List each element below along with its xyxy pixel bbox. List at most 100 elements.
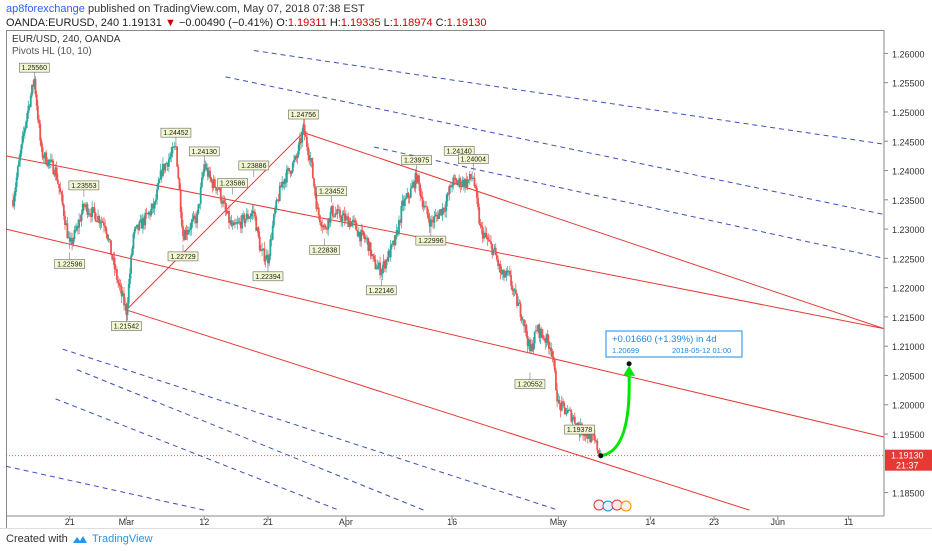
candle-down <box>304 135 307 137</box>
candle-up <box>316 207 319 210</box>
candle-down <box>509 271 511 276</box>
candle-down <box>340 217 343 222</box>
candle-down <box>224 202 227 210</box>
candle-down <box>547 341 550 349</box>
change-value: −0.00490 (−0.41%) <box>178 17 274 29</box>
close-value: 1.19130 <box>446 17 487 29</box>
candle-up <box>130 255 132 274</box>
candle-down <box>277 199 280 201</box>
candle-up <box>566 409 569 413</box>
candle-up <box>539 328 542 338</box>
candle-down <box>93 207 96 214</box>
tradingview-link[interactable]: TradingView <box>92 533 153 545</box>
candle-up <box>244 219 247 224</box>
candle-down <box>206 167 209 177</box>
candle-down <box>333 216 335 218</box>
pivot-label-text: 1.25560 <box>22 65 47 72</box>
candle-up <box>156 189 158 200</box>
candle-up <box>73 229 76 240</box>
candle-down <box>593 435 596 441</box>
candle-down <box>359 231 361 242</box>
pivot-label-box <box>415 235 447 246</box>
candle-up <box>169 156 171 160</box>
event-flags[interactable] <box>593 499 632 512</box>
candle-down <box>582 434 584 436</box>
candle-down <box>388 251 391 258</box>
candle-down <box>320 222 322 227</box>
candle-down <box>57 179 59 184</box>
candle-down <box>559 403 562 411</box>
candle-up <box>237 221 240 223</box>
candle-up <box>131 248 134 256</box>
price-tick-label: 1.20000 <box>892 401 925 411</box>
indicator-legend[interactable]: Pivots HL (10, 10) <box>12 46 92 57</box>
pivot-label-text: 1.24756 <box>291 112 316 119</box>
price-tick-label: 1.24000 <box>892 167 925 177</box>
candle-up <box>189 229 191 231</box>
candle-up <box>395 230 398 235</box>
candle-up <box>492 249 495 255</box>
candle-down <box>175 146 177 147</box>
candle-up <box>412 182 415 186</box>
channel-red-line <box>126 132 304 311</box>
price-tick-label: 1.26000 <box>892 49 925 59</box>
candle-up <box>370 254 373 257</box>
candle-down <box>546 334 549 342</box>
forecast-box[interactable] <box>605 330 743 358</box>
candle-down <box>307 146 310 156</box>
candle-up <box>467 179 470 181</box>
candle-up <box>352 219 354 223</box>
candle-up <box>568 409 570 411</box>
candle-down <box>550 347 553 352</box>
candle-down <box>34 78 37 95</box>
candle-up <box>144 212 147 226</box>
candle-down <box>337 209 340 211</box>
candle-down <box>160 170 163 176</box>
candle-down <box>465 178 468 187</box>
candle-up <box>438 212 440 219</box>
candle-up <box>47 160 50 166</box>
candle-up <box>25 121 27 129</box>
price-chart[interactable]: 1.25560 1.23553 1.22596 1.21542 1.24452 1.227… <box>0 0 932 528</box>
candle-down <box>494 247 497 256</box>
forecast-start-point <box>598 453 604 459</box>
pivot-label-text: 1.22729 <box>170 254 195 261</box>
candle-down <box>450 185 452 188</box>
author-link[interactable]: ap8forexchange <box>6 3 85 15</box>
candle-up <box>390 243 393 246</box>
candle-up <box>405 197 407 199</box>
candle-down <box>363 236 366 240</box>
candle-up <box>23 128 26 133</box>
candle-up <box>532 343 535 351</box>
candle-down <box>79 219 82 222</box>
candle-down <box>120 286 123 297</box>
candle-up <box>268 255 271 264</box>
candle-up <box>256 227 259 231</box>
candle-down <box>362 231 365 237</box>
candle-down <box>62 204 65 217</box>
candle-up <box>208 170 210 177</box>
candle-up <box>67 237 70 239</box>
candle-down <box>339 209 341 218</box>
candle-up <box>242 214 245 216</box>
candle-up <box>18 160 20 167</box>
candle-down <box>540 328 543 336</box>
candle-down <box>470 174 472 179</box>
pivot-label-box <box>401 155 432 166</box>
candle-down <box>71 237 73 245</box>
candle-down <box>215 187 217 191</box>
candle-up <box>238 221 241 223</box>
candle-down <box>499 264 502 273</box>
candle-down <box>315 195 318 210</box>
candle-down <box>176 146 179 167</box>
time-tick-label: 12 <box>199 517 209 527</box>
candle-up <box>350 222 353 227</box>
candle-up <box>507 271 510 273</box>
candle-down <box>487 239 490 241</box>
candle-down <box>88 213 91 215</box>
publish-text: published on TradingView.com, May 07, 20… <box>87 3 365 15</box>
candle-down <box>239 221 242 229</box>
candle-up <box>572 416 575 418</box>
candle-down <box>326 228 328 230</box>
candle-down <box>230 220 233 226</box>
